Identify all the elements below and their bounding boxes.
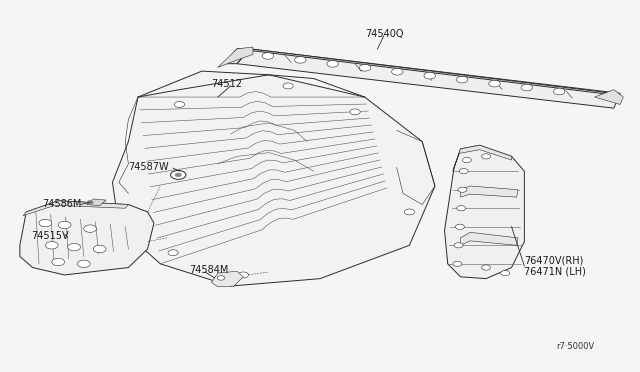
Text: 74512: 74512 [211,79,243,89]
Polygon shape [461,186,518,197]
Circle shape [77,260,90,267]
Polygon shape [113,71,435,286]
Polygon shape [224,49,250,64]
Circle shape [404,209,415,215]
Circle shape [175,173,181,177]
Circle shape [294,57,306,63]
Circle shape [392,68,403,75]
Text: 74587W: 74587W [129,163,169,173]
Circle shape [521,84,532,91]
Circle shape [457,206,466,211]
Polygon shape [237,49,620,108]
Circle shape [93,245,106,253]
Circle shape [350,109,360,115]
Text: 74540Q: 74540Q [365,29,403,39]
Polygon shape [20,201,154,275]
Circle shape [238,272,248,278]
Circle shape [424,72,435,79]
Text: 74515V: 74515V [31,231,69,241]
Text: 74586M: 74586M [42,199,81,209]
Circle shape [463,157,471,163]
Circle shape [45,241,58,249]
Circle shape [453,261,462,266]
Text: 74584M: 74584M [189,266,228,276]
Circle shape [174,102,184,108]
Circle shape [262,52,274,59]
Circle shape [359,64,371,71]
Circle shape [58,221,71,229]
Circle shape [87,201,93,204]
Circle shape [327,61,339,67]
Text: 76470V(RH): 76470V(RH) [524,255,584,265]
Polygon shape [445,145,524,279]
Circle shape [481,154,490,159]
Circle shape [168,250,178,256]
Text: 76471N (LH): 76471N (LH) [524,267,586,277]
Circle shape [171,170,186,179]
Circle shape [489,80,500,87]
Polygon shape [211,271,243,287]
Polygon shape [237,49,614,93]
Polygon shape [595,90,623,105]
Circle shape [84,225,97,232]
Circle shape [456,224,465,230]
Circle shape [458,187,467,192]
Circle shape [481,265,490,270]
Polygon shape [461,232,518,245]
Circle shape [68,243,81,251]
Circle shape [460,169,468,174]
Circle shape [454,243,463,248]
Polygon shape [453,145,511,171]
Polygon shape [218,47,253,67]
Circle shape [217,276,225,280]
Polygon shape [87,199,106,206]
Circle shape [39,219,52,227]
Circle shape [456,76,468,83]
Circle shape [500,270,509,276]
Circle shape [283,83,293,89]
Polygon shape [23,201,129,216]
Circle shape [554,88,565,95]
Text: r7·5000V: r7·5000V [556,341,595,350]
Circle shape [52,258,65,266]
